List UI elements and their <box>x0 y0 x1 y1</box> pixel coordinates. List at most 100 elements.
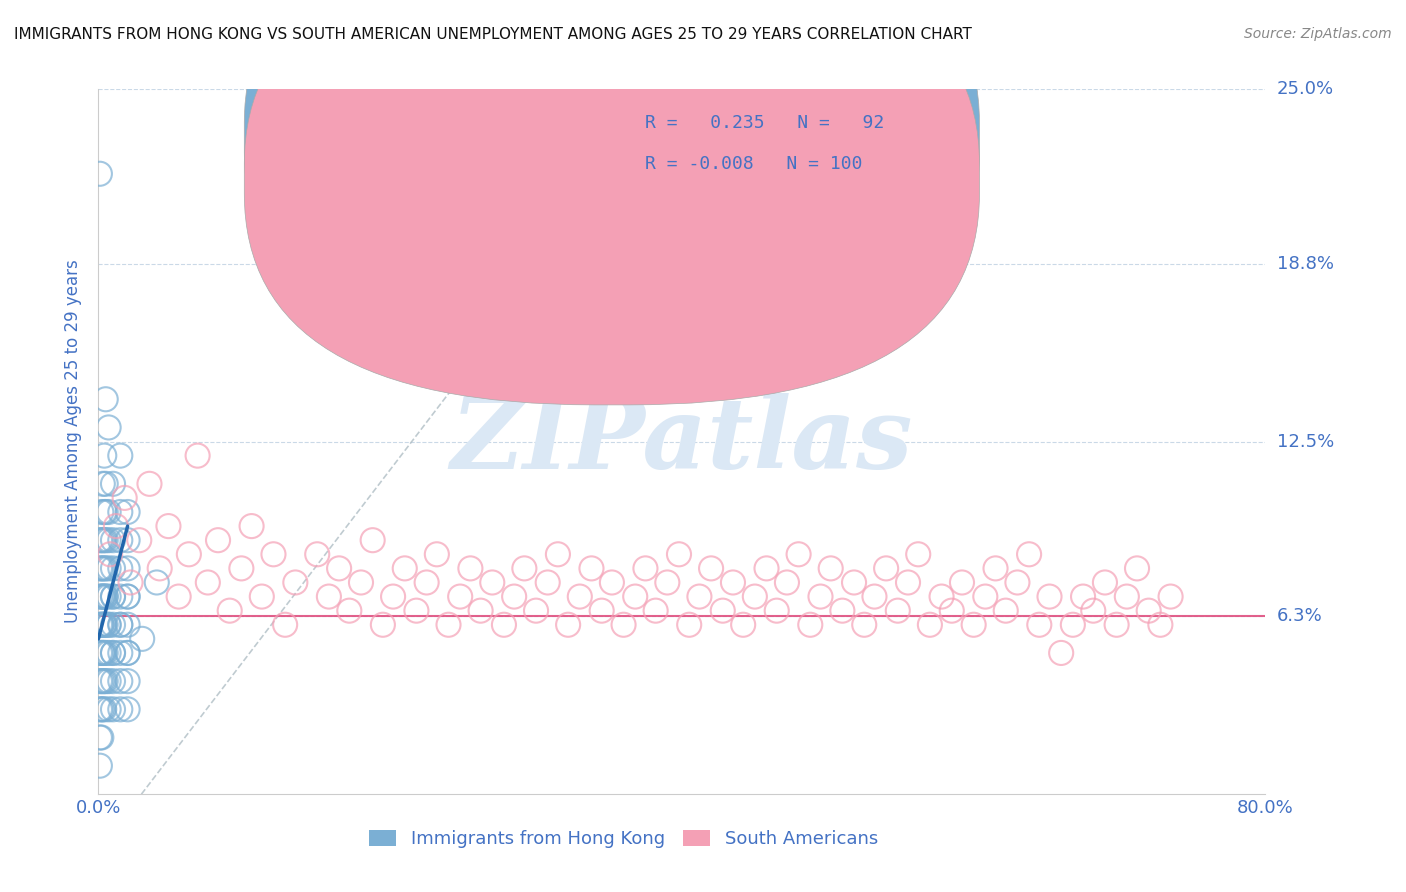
Point <box>97 702 120 716</box>
Point <box>197 575 219 590</box>
Point <box>492 617 515 632</box>
Point <box>907 547 929 561</box>
Point <box>104 519 127 533</box>
Point <box>90 731 112 745</box>
Point <box>89 590 111 604</box>
Point <box>93 505 115 519</box>
Point <box>93 561 115 575</box>
Point <box>394 561 416 575</box>
Point <box>97 674 120 689</box>
Text: R = -0.008   N = 100: R = -0.008 N = 100 <box>644 155 862 173</box>
Point <box>918 617 941 632</box>
Point <box>974 590 997 604</box>
Point <box>94 590 117 604</box>
Legend: Immigrants from Hong Kong, South Americans: Immigrants from Hong Kong, South America… <box>363 822 884 855</box>
Point <box>90 590 112 604</box>
Point <box>91 476 114 491</box>
Point <box>568 590 591 604</box>
Point <box>449 590 471 604</box>
Point <box>231 561 253 575</box>
Point <box>799 617 821 632</box>
Point <box>733 617 755 632</box>
Point <box>537 575 560 590</box>
FancyBboxPatch shape <box>576 111 880 212</box>
Point <box>503 590 526 604</box>
Point <box>591 604 613 618</box>
Point <box>93 702 115 716</box>
Point <box>668 547 690 561</box>
Point <box>93 617 115 632</box>
Point <box>437 617 460 632</box>
Point <box>97 617 120 632</box>
Text: Source: ZipAtlas.com: Source: ZipAtlas.com <box>1244 27 1392 41</box>
Point <box>187 449 209 463</box>
Point <box>274 617 297 632</box>
Point <box>897 575 920 590</box>
Point <box>177 547 200 561</box>
Point <box>1083 604 1105 618</box>
Point <box>513 561 536 575</box>
Point <box>90 561 112 575</box>
Point <box>1028 617 1050 632</box>
Point <box>110 561 132 575</box>
Point <box>117 590 139 604</box>
Point <box>149 561 172 575</box>
Point <box>110 646 132 660</box>
Point <box>361 533 384 548</box>
Point <box>755 561 778 575</box>
Point <box>101 561 124 575</box>
Point <box>101 590 124 604</box>
Point <box>146 575 169 590</box>
Text: IMMIGRANTS FROM HONG KONG VS SOUTH AMERICAN UNEMPLOYMENT AMONG AGES 25 TO 29 YEA: IMMIGRANTS FROM HONG KONG VS SOUTH AMERI… <box>14 27 972 42</box>
Point <box>110 617 132 632</box>
Point <box>89 674 111 689</box>
Point <box>131 632 153 646</box>
Point <box>89 561 111 575</box>
Point <box>110 702 132 716</box>
Point <box>91 561 114 575</box>
Point <box>167 590 190 604</box>
Point <box>307 547 329 561</box>
Point <box>875 561 897 575</box>
Point <box>91 674 114 689</box>
Point <box>1018 547 1040 561</box>
Point <box>91 646 114 660</box>
Point <box>89 646 111 660</box>
Point <box>624 590 647 604</box>
Point <box>90 702 112 716</box>
Point <box>89 702 111 716</box>
Text: 18.8%: 18.8% <box>1277 255 1334 273</box>
Point <box>657 575 679 590</box>
Point <box>101 476 124 491</box>
Point <box>1007 575 1029 590</box>
Point <box>89 731 111 745</box>
Point <box>117 674 139 689</box>
Point <box>93 533 115 548</box>
Point <box>1149 617 1171 632</box>
Point <box>294 194 316 209</box>
Point <box>207 533 229 548</box>
Point <box>98 547 121 561</box>
Point <box>110 505 132 519</box>
Point <box>678 617 700 632</box>
Point <box>101 646 124 660</box>
Point <box>863 590 886 604</box>
Point <box>97 505 120 519</box>
Text: 6.3%: 6.3% <box>1277 607 1323 625</box>
Point <box>1160 590 1182 604</box>
Point <box>117 561 139 575</box>
Point <box>101 702 124 716</box>
Point <box>93 646 115 660</box>
Point <box>117 590 139 604</box>
Point <box>853 617 876 632</box>
Point <box>91 646 114 660</box>
Point <box>138 476 160 491</box>
Point <box>524 604 547 618</box>
Point <box>1105 617 1128 632</box>
Point <box>1126 561 1149 575</box>
Point <box>820 561 842 575</box>
Point <box>765 604 787 618</box>
Point <box>634 561 657 575</box>
Point <box>90 674 112 689</box>
Point <box>1062 617 1084 632</box>
